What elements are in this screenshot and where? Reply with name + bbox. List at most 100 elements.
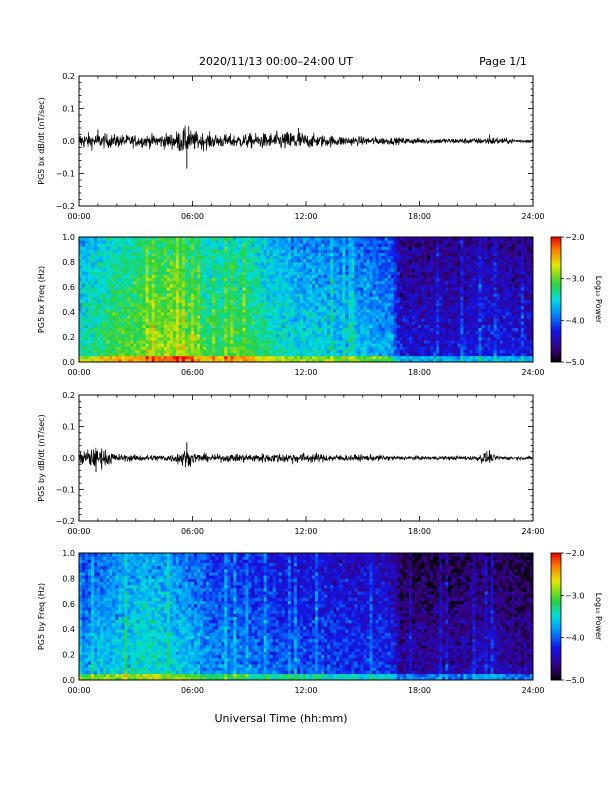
heatmap-cell (336, 330, 340, 335)
heatmap-cell (414, 343, 419, 347)
heatmap-cell (206, 299, 210, 304)
heatmap-cell (424, 343, 428, 347)
heatmap-cell (421, 318, 425, 322)
heatmap-cell (145, 299, 150, 304)
heatmap-cell (275, 246, 280, 250)
heatmap-cell (414, 337, 419, 341)
heatmap-cell (130, 258, 134, 263)
heatmap-cell (378, 277, 383, 282)
heatmap-cell (109, 346, 113, 350)
heatmap-cell (360, 343, 364, 347)
heatmap-cell (106, 249, 110, 254)
heatmap-cell (91, 271, 95, 275)
heatmap-cell (284, 340, 289, 344)
heatmap-cell (348, 265, 352, 269)
heatmap-cell (260, 249, 265, 254)
heatmap-cell (139, 358, 143, 363)
heatmap-cell (172, 265, 177, 269)
heatmap-cell (433, 246, 437, 250)
heatmap-cell (245, 343, 249, 347)
heatmap-cell (112, 283, 116, 288)
heatmap-cell (121, 308, 125, 313)
heatmap-cell (103, 280, 107, 285)
heatmap-cell (166, 287, 171, 291)
heatmap-cell (230, 252, 234, 257)
heatmap-cell (333, 302, 337, 307)
heatmap-cell (97, 352, 101, 357)
heatmap-cell (372, 287, 377, 291)
heatmap-cell (136, 280, 140, 285)
heatmap-cell (154, 340, 159, 344)
heatmap-cell (272, 299, 277, 304)
heatmap-cell (224, 252, 228, 257)
heatmap-cell (272, 333, 277, 338)
heatmap-cell (227, 262, 231, 266)
heatmap-cell (130, 355, 134, 360)
heatmap-cell (160, 296, 165, 300)
heatmap-cell (91, 258, 95, 263)
heatmap-cell (260, 255, 265, 260)
heatmap-cell (436, 249, 440, 254)
heatmap-cell (197, 252, 201, 257)
heatmap-cell (127, 312, 131, 316)
heatmap-cell (302, 340, 307, 344)
heatmap-cell (260, 287, 265, 291)
heatmap-cell (118, 249, 122, 254)
heatmap-cell (160, 287, 165, 291)
heatmap-cell (233, 343, 237, 347)
heatmap-cell (169, 240, 174, 244)
heatmap-cell (175, 237, 180, 241)
heatmap-cell (375, 243, 380, 247)
heatmap-cell (127, 277, 131, 282)
heatmap-cell (103, 349, 107, 354)
heatmap-cell (94, 290, 98, 294)
heatmap-cell (369, 274, 373, 279)
heatmap-cell (345, 330, 349, 335)
heatmap-cell (315, 240, 319, 244)
heatmap-cell (91, 340, 95, 344)
heatmap-cell (248, 346, 252, 350)
heatmap-cell (88, 290, 92, 294)
heatmap-cell (151, 349, 156, 354)
heatmap-cell (212, 340, 216, 344)
heatmap-cell (345, 237, 349, 241)
heatmap-cell (384, 240, 389, 244)
heatmap-cell (427, 299, 431, 304)
heatmap-cell (433, 268, 437, 272)
heatmap-cell (236, 243, 240, 247)
heatmap-cell (236, 237, 240, 241)
heatmap-cell (115, 283, 119, 288)
heatmap-cell (269, 333, 274, 338)
heatmap-cell (430, 330, 434, 335)
heatmap-cell (112, 268, 116, 272)
heatmap-cell (112, 346, 116, 350)
heatmap-cell (203, 274, 207, 279)
heatmap-cell (381, 240, 386, 244)
heatmap-cell (336, 302, 340, 307)
heatmap-cell (115, 237, 119, 241)
heatmap-cell (439, 343, 443, 347)
heatmap-cell (127, 337, 131, 341)
heatmap-cell (172, 355, 177, 360)
heatmap-cell (336, 343, 340, 347)
heatmap-cell (127, 318, 131, 322)
heatmap-cell (433, 243, 437, 247)
heatmap-cell (284, 246, 289, 250)
heatmap-cell (139, 321, 143, 325)
heatmap-cell (360, 262, 364, 266)
heatmap-cell (112, 343, 116, 347)
heatmap-cell (427, 240, 431, 244)
heatmap-cell (315, 268, 319, 272)
heatmap-cell (212, 296, 216, 300)
heatmap-cell (433, 299, 437, 304)
heatmap-cell (79, 293, 83, 297)
heatmap-cell (354, 293, 358, 297)
heatmap-cell (354, 274, 358, 279)
heatmap-cell (133, 330, 137, 335)
heatmap-cell (94, 346, 98, 350)
heatmap-cell (360, 296, 364, 300)
heatmap-cell (148, 277, 153, 282)
heatmap-cell (278, 355, 283, 360)
heatmap-cell (139, 283, 143, 288)
heatmap-cell (251, 243, 255, 247)
